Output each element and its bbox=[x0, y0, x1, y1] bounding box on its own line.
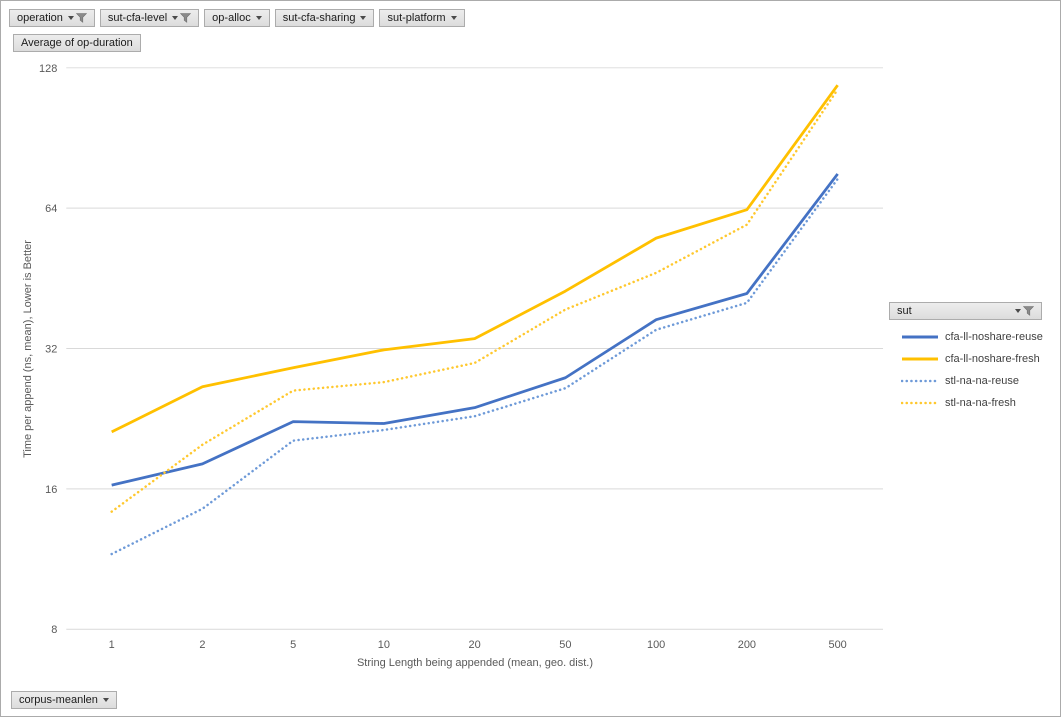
value-field-label: Average of op-duration bbox=[21, 37, 133, 49]
field-button-sut-cfa-level[interactable]: sut-cfa-level bbox=[99, 9, 200, 27]
legend-field-button-sut[interactable]: sut bbox=[889, 302, 1042, 320]
field-button-label: sut-platform bbox=[387, 12, 446, 24]
field-button-sut-platform[interactable]: sut-platform bbox=[379, 9, 465, 27]
field-button-op-alloc[interactable]: op-alloc bbox=[204, 9, 270, 27]
x-tick-label: 20 bbox=[469, 639, 481, 651]
dropdown-arrow-icon bbox=[102, 698, 109, 702]
field-button-label: sut-cfa-sharing bbox=[282, 12, 356, 24]
x-tick-label: 2 bbox=[199, 639, 205, 651]
field-button-operation[interactable]: operation bbox=[9, 9, 95, 27]
y-tick-label: 128 bbox=[39, 63, 57, 75]
axis-field-label: corpus-meanlen bbox=[19, 694, 98, 706]
legend-item-cfa-ll-noshare-fresh[interactable]: cfa-ll-noshare-fresh bbox=[889, 348, 1060, 370]
dropdown-arrow-icon bbox=[360, 16, 367, 20]
top-field-buttons: operation sut-cfa-level op-alloc sut-cfa… bbox=[9, 9, 465, 27]
y-tick-label: 8 bbox=[51, 624, 57, 636]
legend-label: cfa-ll-noshare-reuse bbox=[945, 331, 1043, 343]
x-tick-label: 1 bbox=[109, 639, 115, 651]
legend-swatch bbox=[901, 401, 939, 405]
x-tick-label: 10 bbox=[378, 639, 390, 651]
legend-swatch bbox=[901, 379, 939, 383]
legend-field-label: sut bbox=[897, 305, 912, 317]
series-line-stl-na-na-fresh bbox=[110, 88, 839, 513]
legend-item-stl-na-na-fresh[interactable]: stl-na-na-fresh bbox=[889, 392, 1060, 414]
legend-label: stl-na-na-fresh bbox=[945, 397, 1016, 409]
value-field-button[interactable]: Average of op-duration bbox=[13, 34, 141, 52]
dropdown-arrow-icon bbox=[450, 16, 457, 20]
legend-items: cfa-ll-noshare-reuse cfa-ll-noshare-fresh… bbox=[889, 326, 1060, 414]
legend-swatch bbox=[902, 357, 938, 361]
y-tick-label: 16 bbox=[45, 484, 57, 496]
filter-icon bbox=[180, 13, 192, 23]
dropdown-arrow-icon bbox=[172, 16, 179, 20]
x-axis-title: String Length being appended (mean, geo.… bbox=[356, 657, 594, 669]
axis-field-button-corpus-meanlen[interactable]: corpus-meanlen bbox=[11, 691, 117, 709]
x-tick-label: 200 bbox=[738, 639, 756, 651]
series-line-stl-na-na-reuse bbox=[110, 177, 839, 556]
field-button-label: operation bbox=[17, 12, 63, 24]
x-tick-label: 50 bbox=[559, 639, 571, 651]
y-tick-label: 64 bbox=[45, 203, 57, 215]
filter-icon bbox=[1023, 306, 1034, 316]
y-tick-label: 32 bbox=[45, 344, 57, 356]
dropdown-arrow-icon bbox=[67, 16, 74, 20]
field-button-sut-cfa-sharing[interactable]: sut-cfa-sharing bbox=[274, 9, 375, 27]
field-button-label: sut-cfa-level bbox=[107, 12, 168, 24]
legend-item-cfa-ll-noshare-reuse[interactable]: cfa-ll-noshare-reuse bbox=[889, 326, 1060, 348]
legend-swatch bbox=[902, 335, 938, 339]
filter-icon bbox=[75, 13, 87, 23]
x-tick-label: 500 bbox=[829, 639, 847, 651]
x-tick-label: 100 bbox=[647, 639, 665, 651]
legend: sut cfa-ll-noshare-reuse cfa-ll-noshare-f… bbox=[889, 301, 1060, 414]
legend-label: cfa-ll-noshare-fresh bbox=[945, 353, 1040, 365]
series-line-cfa-ll-noshare-fresh bbox=[111, 84, 839, 434]
dropdown-arrow-icon bbox=[1015, 309, 1021, 313]
x-tick-label: 5 bbox=[290, 639, 296, 651]
dropdown-arrow-icon bbox=[255, 16, 262, 20]
legend-label: stl-na-na-reuse bbox=[945, 375, 1019, 387]
y-axis-title: Time per append (ns, mean), Lower is Bet… bbox=[22, 240, 34, 458]
series-line-cfa-ll-noshare-reuse bbox=[111, 173, 839, 487]
field-button-label: op-alloc bbox=[212, 12, 251, 24]
legend-item-stl-na-na-reuse[interactable]: stl-na-na-reuse bbox=[889, 370, 1060, 392]
